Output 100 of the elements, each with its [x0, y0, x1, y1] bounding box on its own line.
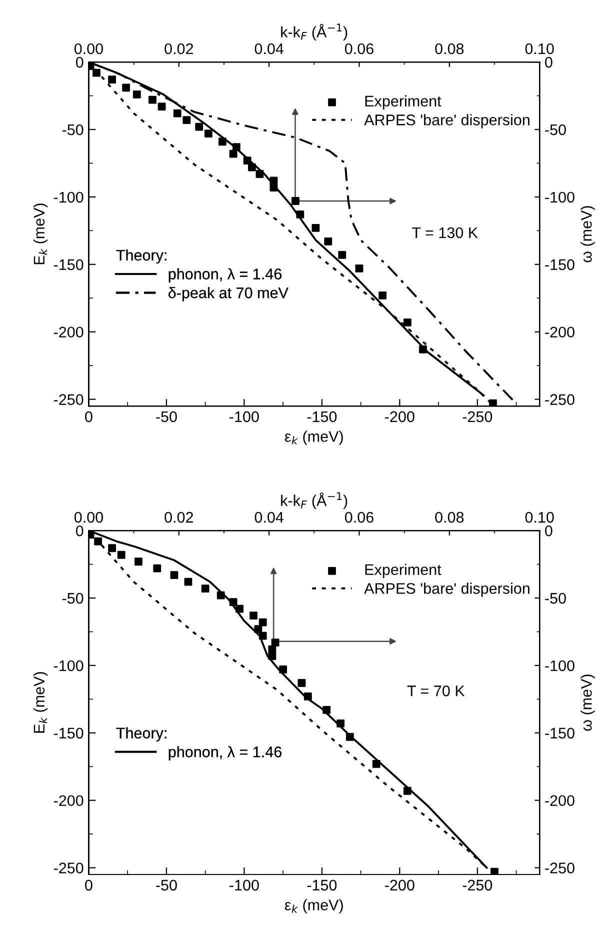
- y-axis-title: E$_{k}$ (meV): [33, 672, 48, 733]
- y2-tick-label: -150: [545, 259, 574, 270]
- y2-tick-label: -250: [545, 862, 574, 874]
- y2-tick-label: -150: [545, 728, 574, 739]
- x-tick-label: -50: [156, 411, 177, 422]
- x2-tick-label: 0.10: [525, 512, 554, 523]
- point: [173, 109, 182, 118]
- point: [236, 604, 244, 613]
- point: [271, 638, 280, 646]
- point: [243, 156, 252, 164]
- x-tick-label: -100: [230, 411, 259, 422]
- y-tick-label: -150: [54, 259, 84, 270]
- point: [258, 618, 267, 626]
- x-tick-label: -200: [385, 411, 414, 422]
- point: [132, 90, 141, 98]
- y-tick-label: 0: [76, 56, 84, 68]
- y2-axis-title: ω (meV): [580, 206, 595, 262]
- point: [232, 143, 240, 151]
- legend-title: Theory:: [116, 249, 166, 264]
- point: [268, 652, 276, 660]
- y2-tick-label: -100: [545, 192, 574, 203]
- y-axis-title: E$_{k}$ (meV): [33, 204, 48, 264]
- point: [336, 720, 345, 728]
- point: [488, 399, 497, 406]
- x-tick-label: -250: [462, 880, 492, 891]
- point: [296, 210, 304, 218]
- point: [204, 130, 212, 138]
- x2-tick-label: 0.02: [164, 512, 193, 523]
- y2-axis-title: ω (meV): [580, 674, 595, 731]
- point: [182, 116, 191, 124]
- point: [148, 96, 156, 104]
- legend-label: Experiment: [365, 564, 442, 578]
- y-tick-label: -100: [54, 192, 84, 203]
- x-tick-label: 0: [85, 880, 92, 891]
- y-tick-label: -50: [62, 592, 84, 604]
- x-axis-title: ε$_{k}$ (meV): [284, 899, 343, 914]
- y-tick-label: -50: [62, 124, 84, 136]
- x2-tick-label: 0.04: [254, 512, 284, 523]
- y-tick-label: -150: [54, 728, 84, 739]
- point: [490, 868, 498, 874]
- legend-label: ARPES 'bare' dispersion: [364, 582, 530, 597]
- legend-label: phonon, λ = 1.46: [168, 268, 282, 282]
- point: [248, 163, 256, 172]
- point: [372, 760, 380, 768]
- y-tick-label: -250: [54, 862, 84, 874]
- point: [117, 550, 126, 559]
- legend-title: Theory:: [116, 727, 166, 742]
- point: [403, 786, 412, 795]
- y-tick-label: -200: [54, 795, 84, 806]
- x2-tick-label: 0.10: [525, 43, 554, 54]
- annotation: T = 130 K: [412, 227, 478, 238]
- x-tick-label: -150: [307, 411, 337, 422]
- y2-tick-label: -200: [545, 795, 574, 806]
- y-tick-label: -250: [54, 394, 84, 405]
- point: [92, 68, 100, 77]
- x2-tick-label: 0.00: [74, 512, 103, 523]
- legend-label: δ-peak at 70 meV: [168, 287, 288, 302]
- x-axis-title: ε$_{k}$ (meV): [284, 430, 343, 445]
- point: [229, 150, 238, 158]
- point: [312, 224, 320, 232]
- point: [324, 238, 332, 246]
- point: [153, 564, 162, 572]
- point: [355, 264, 364, 272]
- x-tick-label: -100: [230, 880, 259, 891]
- point: [184, 578, 192, 586]
- x2-tick-label: 0.04: [254, 43, 284, 54]
- point: [322, 706, 331, 714]
- point: [158, 102, 166, 111]
- x-tick-label: -200: [385, 880, 414, 891]
- y2-tick-label: -50: [545, 124, 566, 136]
- x2-tick-label: 0.06: [344, 43, 374, 54]
- point: [270, 184, 278, 192]
- point: [258, 632, 267, 640]
- x2-tick-label: 0.08: [435, 43, 464, 54]
- point: [216, 591, 225, 600]
- y2-tick-label: -100: [545, 660, 574, 672]
- point: [378, 291, 387, 300]
- x-tick-label: 0: [85, 411, 92, 422]
- point: [419, 345, 427, 354]
- point: [254, 625, 262, 633]
- point: [338, 251, 346, 259]
- x-tick-label: -250: [462, 411, 492, 422]
- point: [94, 537, 102, 546]
- x2-tick-label: 0.00: [74, 43, 103, 54]
- point: [250, 612, 258, 620]
- x2-tick-label: 0.06: [344, 512, 374, 523]
- legend-label: Experiment: [365, 95, 442, 110]
- x2-tick-label: 0.08: [435, 512, 464, 523]
- point: [170, 571, 178, 580]
- x2-axis-title: k-k$_{F}$ (Å$^{−1}$): [281, 24, 348, 40]
- y2-tick-label: 0: [545, 525, 552, 536]
- point: [218, 138, 226, 146]
- x2-tick-label: 0.02: [164, 43, 193, 54]
- point: [403, 318, 412, 326]
- annotation: T = 70 K: [407, 686, 465, 696]
- point: [201, 584, 210, 593]
- legend-label: phonon, λ = 1.46: [168, 746, 282, 760]
- point: [304, 692, 312, 700]
- y-tick-label: -100: [54, 660, 84, 672]
- x-tick-label: -150: [307, 880, 337, 891]
